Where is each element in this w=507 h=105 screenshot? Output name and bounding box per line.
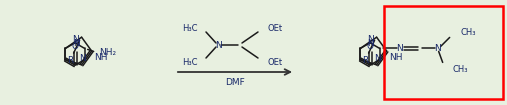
Text: O: O bbox=[367, 42, 374, 51]
Text: O: O bbox=[71, 42, 79, 51]
Text: N: N bbox=[79, 54, 86, 63]
Text: CH₃: CH₃ bbox=[461, 28, 476, 37]
Text: N: N bbox=[72, 35, 79, 44]
Text: H₃C: H₃C bbox=[183, 24, 198, 33]
Text: NH: NH bbox=[94, 53, 107, 62]
Text: R: R bbox=[67, 56, 74, 65]
Text: N: N bbox=[396, 44, 403, 53]
Text: N: N bbox=[367, 35, 374, 44]
Text: N: N bbox=[73, 39, 80, 48]
Text: NH: NH bbox=[389, 53, 402, 62]
Text: N: N bbox=[214, 41, 222, 49]
Text: OEt: OEt bbox=[268, 58, 283, 66]
Text: N: N bbox=[368, 39, 374, 48]
Text: N: N bbox=[374, 54, 381, 63]
Bar bbox=[384, 6, 503, 99]
Text: DMF: DMF bbox=[225, 77, 245, 87]
Text: R: R bbox=[363, 56, 369, 65]
Text: N: N bbox=[434, 44, 441, 53]
Text: OEt: OEt bbox=[268, 24, 283, 33]
Text: NH₂: NH₂ bbox=[99, 48, 116, 57]
Text: H₃C: H₃C bbox=[183, 58, 198, 66]
Text: CH₃: CH₃ bbox=[453, 65, 468, 74]
